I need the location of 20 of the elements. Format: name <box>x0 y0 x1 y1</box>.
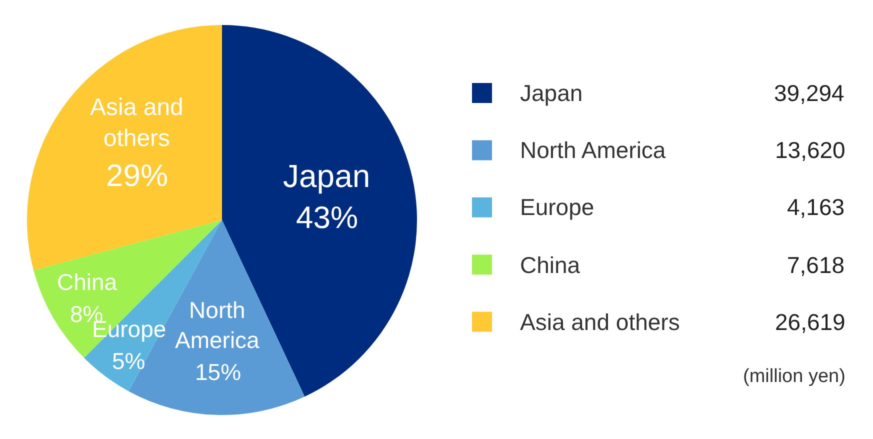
legend-label: North America <box>520 137 666 163</box>
data-label: 39,294 <box>774 80 845 106</box>
data-label: 26,619 <box>775 309 846 335</box>
legend-label: Asia and others <box>520 309 680 335</box>
legend-label: Europe <box>520 194 594 220</box>
slice-label: North America <box>175 297 260 353</box>
slice-label: Asia and others <box>90 94 184 152</box>
legend-label: Japan <box>520 80 583 106</box>
data-label: 13,620 <box>775 137 846 163</box>
text: 5% <box>112 348 146 374</box>
data-label: 4,163 <box>787 194 845 220</box>
pie-slice <box>27 25 222 270</box>
slice-label: Japan <box>283 158 370 194</box>
legend-label: China <box>520 252 580 278</box>
text: 29% <box>106 158 168 193</box>
text: 43% <box>296 200 358 235</box>
slice-label: China <box>57 269 118 295</box>
data-label: 7,618 <box>787 252 845 278</box>
text: 15% <box>195 359 242 385</box>
text: (million yen) <box>743 366 846 387</box>
